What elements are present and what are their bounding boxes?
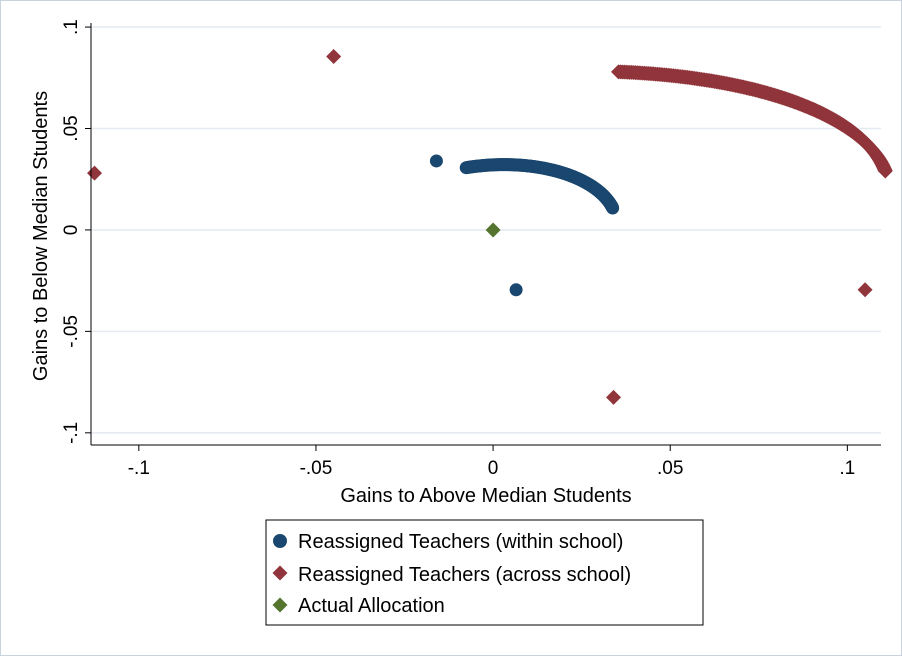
x-axis-ticks: -.1 -.05 0 .05 .1 — [128, 445, 855, 479]
y-tick-label: -.1 — [61, 422, 82, 444]
data-point — [429, 154, 443, 168]
y-tick-label: -.05 — [61, 315, 82, 348]
data-point-arc — [606, 201, 620, 215]
y-tick-label: .05 — [61, 115, 82, 141]
y-axis-ticks: -.1 -.05 0 .05 .1 — [61, 19, 91, 444]
legend-marker-across-school — [272, 565, 288, 581]
legend-box — [265, 519, 704, 626]
x-tick-label: -.1 — [128, 458, 150, 479]
data-points — [87, 48, 893, 405]
x-axis-title: Gains to Above Median Students — [340, 485, 631, 507]
data-point — [87, 165, 103, 181]
legend-label-across-school: Reassigned Teachers (across school) — [298, 564, 631, 586]
data-point — [606, 389, 622, 405]
data-point — [485, 222, 501, 238]
legend: Reassigned Teachers (within school) Reas… — [265, 519, 704, 626]
x-tick-label: 0 — [488, 458, 499, 479]
legend-marker-actual-allocation — [272, 597, 288, 613]
y-axis-title: Gains to Below Median Students — [30, 91, 52, 381]
y-tick-label: 0 — [61, 225, 82, 236]
legend-marker-within-school — [273, 534, 287, 548]
legend-label-within-school: Reassigned Teachers (within school) — [298, 531, 623, 553]
data-point — [326, 48, 342, 64]
data-point-arc — [877, 163, 893, 179]
axes — [90, 23, 881, 446]
data-point — [857, 282, 873, 298]
data-point — [509, 283, 523, 297]
x-tick-label: .05 — [657, 458, 683, 479]
legend-label-actual-allocation: Actual Allocation — [298, 595, 445, 617]
x-tick-label: -.05 — [300, 458, 333, 479]
y-tick-label: .1 — [61, 19, 82, 35]
x-tick-label: .1 — [839, 458, 855, 479]
